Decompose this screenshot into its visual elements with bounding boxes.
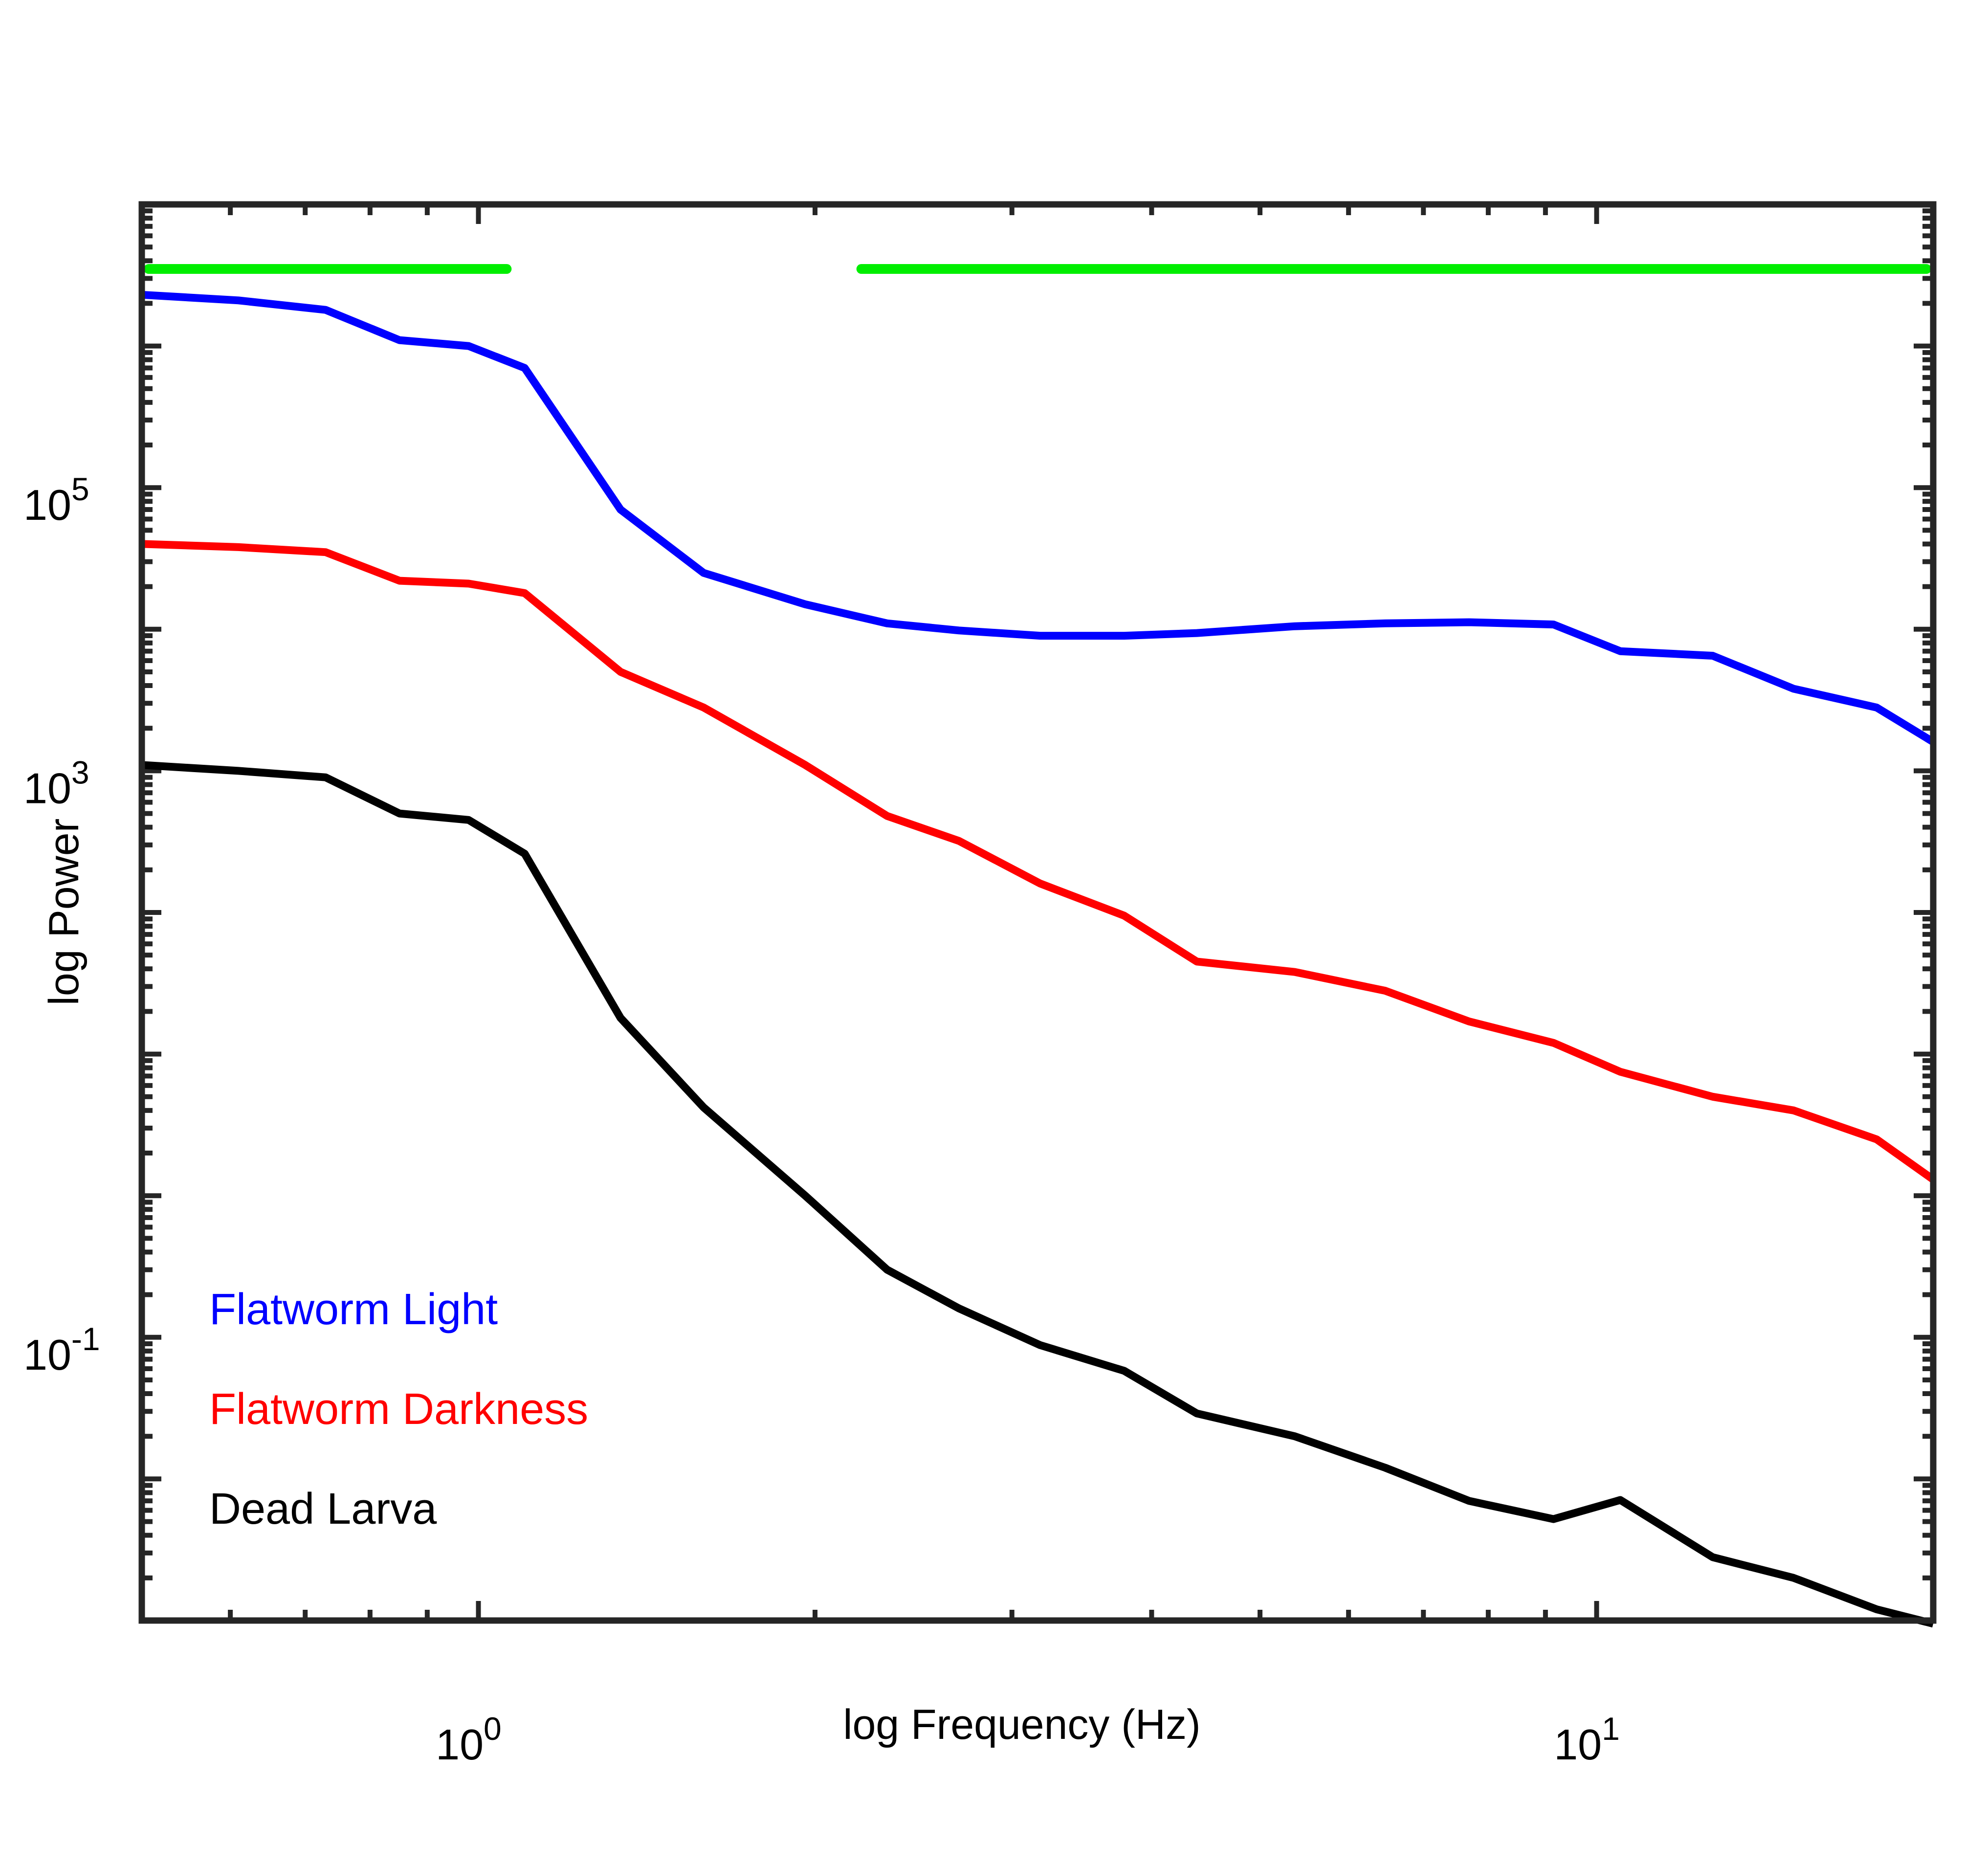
legend-item-flatworm-light: Flatworm Light [209,1285,498,1334]
y-tick-label: 103 [23,754,89,812]
series-line-flatworm-darkness [141,540,1936,1183]
legend-item-dead-larva: Dead Larva [209,1485,437,1533]
plot-frame [138,201,1937,1624]
x-tick-label: 101 [1554,1710,1620,1769]
legend: Flatworm Light Flatworm Darkness Dead La… [209,1285,588,1533]
x-tick-labels: 100 101 [436,1710,1620,1769]
y-axis-label: log Power [41,819,88,1005]
series-lines [141,290,1936,1628]
series-line-dead-larva [141,761,1934,1628]
y-tick-label: 105 [23,471,89,529]
y-tick-labels: 105 103 10-1 [23,471,100,1379]
x-tick-label: 100 [436,1710,502,1769]
series-line-flatworm-light [141,290,1936,746]
x-axis-label: log Frequency (Hz) [843,1701,1200,1748]
legend-item-flatworm-darkness: Flatworm Darkness [209,1385,588,1434]
y-tick-label: 10-1 [23,1321,100,1379]
